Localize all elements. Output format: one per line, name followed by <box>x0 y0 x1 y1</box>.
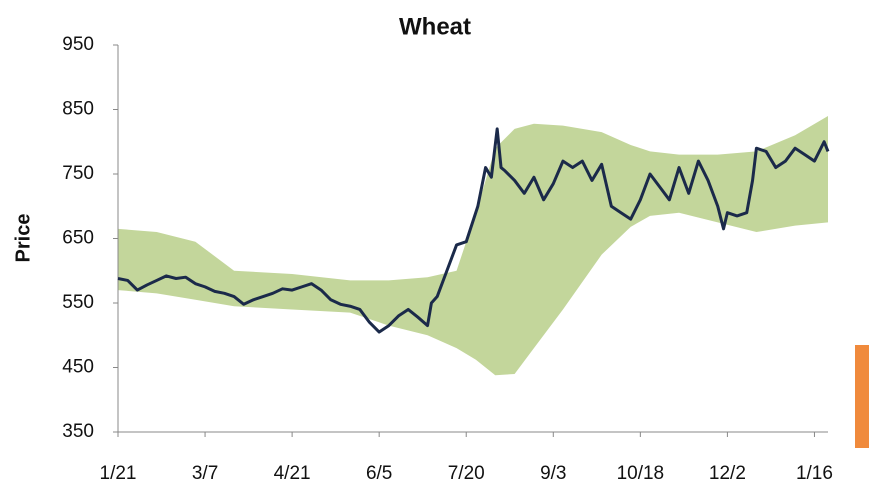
y-axis-label: Price <box>12 214 34 263</box>
x-tick-label: 7/20 <box>448 463 485 484</box>
y-tick-label: 550 <box>62 292 94 313</box>
chart-title: Wheat <box>399 13 471 40</box>
y-tick-label: 650 <box>62 228 94 249</box>
y-tick-label: 450 <box>62 357 94 378</box>
y-tick-label: 850 <box>62 99 94 120</box>
band-area <box>118 115 828 376</box>
y-tick-label: 350 <box>62 421 94 442</box>
x-tick-label: 4/21 <box>274 463 311 484</box>
y-tick-label: 950 <box>62 34 94 55</box>
x-tick-label: 6/5 <box>366 463 392 484</box>
x-tick-label: 10/18 <box>617 463 665 484</box>
decoration <box>855 345 869 448</box>
x-tick-label: 3/7 <box>192 463 218 484</box>
line <box>117 127 830 334</box>
y-tick-label: 750 <box>62 163 94 184</box>
x-tick-label: 1/16 <box>796 463 833 484</box>
x-tick-label: 1/21 <box>100 463 137 484</box>
x-tick-label: 12/2 <box>709 463 746 484</box>
x-tick-label: 9/3 <box>540 463 566 484</box>
